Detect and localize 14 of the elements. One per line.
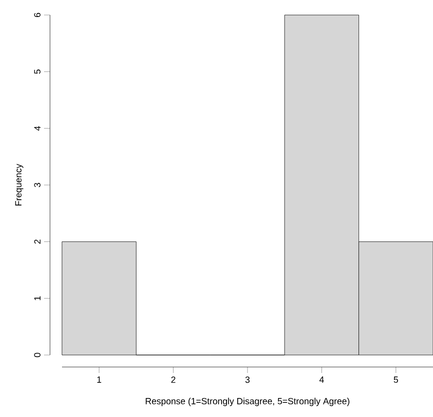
- y-tick-label: 4: [34, 126, 40, 131]
- x-tick-label: 4: [319, 376, 324, 383]
- y-axis-title: Frequency: [15, 164, 24, 206]
- x-tick-label: 1: [97, 376, 102, 383]
- x-axis-title: Response (1=Strongly Disagree, 5=Strongly Agree): [146, 398, 350, 406]
- x-tick-label: 3: [245, 376, 250, 383]
- x-tick-label: 5: [394, 376, 398, 383]
- y-tick-label: 1: [34, 296, 40, 300]
- x-tick-label: 2: [171, 376, 176, 383]
- y-tick-label: 3: [34, 182, 40, 188]
- y-tick-label: 6: [34, 12, 40, 18]
- y-tick-label: 0: [34, 352, 40, 358]
- y-tick-label: 5: [34, 70, 40, 74]
- y-tick-label: 2: [34, 240, 40, 244]
